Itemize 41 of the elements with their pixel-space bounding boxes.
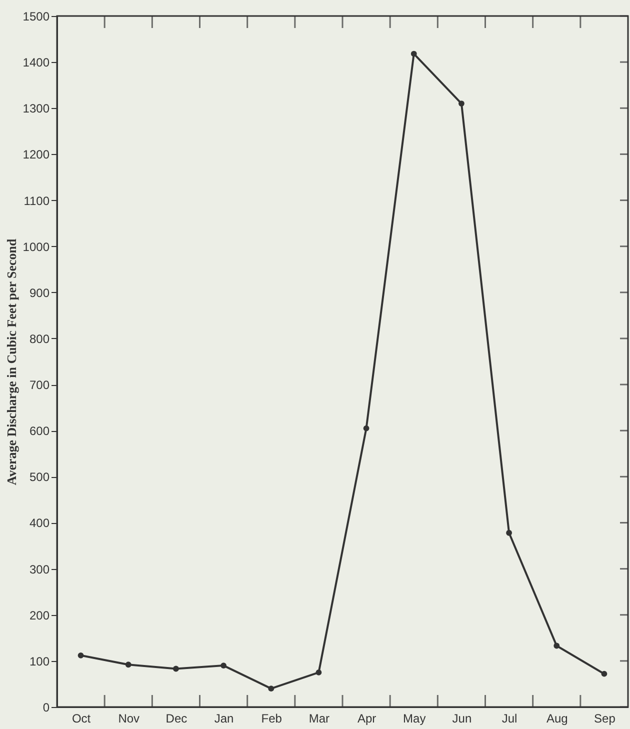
point — [458, 100, 464, 106]
y-tick-label: 800 — [29, 332, 50, 346]
y-tick-label: 0 — [42, 700, 50, 714]
point — [78, 652, 84, 658]
x-tick-label: Dec — [166, 712, 188, 726]
x-tick-label: Feb — [261, 712, 282, 726]
point — [125, 662, 132, 668]
x-tick-label: Jan — [214, 712, 234, 726]
y-tick-label: 1500 — [22, 10, 50, 24]
y-tick-label: 1400 — [22, 56, 50, 70]
x-tick-label: Oct — [72, 712, 92, 726]
y-axis-title: Average Discharge in Cubic Feet per Second — [4, 238, 19, 486]
y-tick-label: 600 — [29, 424, 50, 438]
x-tick-label: Apr — [357, 712, 376, 726]
y-tick-label: 1200 — [22, 148, 50, 162]
y-tick-label: 900 — [29, 286, 50, 300]
point — [363, 425, 370, 432]
x-tick-label: Mar — [308, 712, 330, 726]
point — [316, 670, 322, 676]
y-tick-label: 1100 — [24, 194, 50, 208]
y-tick-label: 300 — [29, 562, 50, 576]
x-tick-label: Jun — [452, 712, 472, 726]
point — [506, 530, 512, 536]
y-tick-label: 200 — [29, 608, 50, 622]
point — [554, 642, 560, 649]
point — [173, 666, 179, 672]
point — [601, 670, 608, 677]
y-tick-label: 1300 — [22, 102, 50, 116]
x-tick-label: Nov — [118, 712, 140, 726]
point — [410, 50, 417, 57]
x-tick-label: Sep — [594, 712, 616, 726]
x-tick-label: May — [403, 712, 426, 726]
x-tick-label: Jul — [502, 712, 518, 726]
y-tick-label: 500 — [29, 470, 50, 484]
y-tick-label: 700 — [29, 378, 50, 392]
point — [220, 662, 226, 668]
x-tick-label: Aug — [546, 712, 568, 726]
point — [268, 686, 274, 692]
y-tick-label: 1000 — [22, 240, 50, 254]
y-tick-label: 100 — [29, 654, 50, 668]
y-tick-label: 400 — [29, 516, 50, 530]
